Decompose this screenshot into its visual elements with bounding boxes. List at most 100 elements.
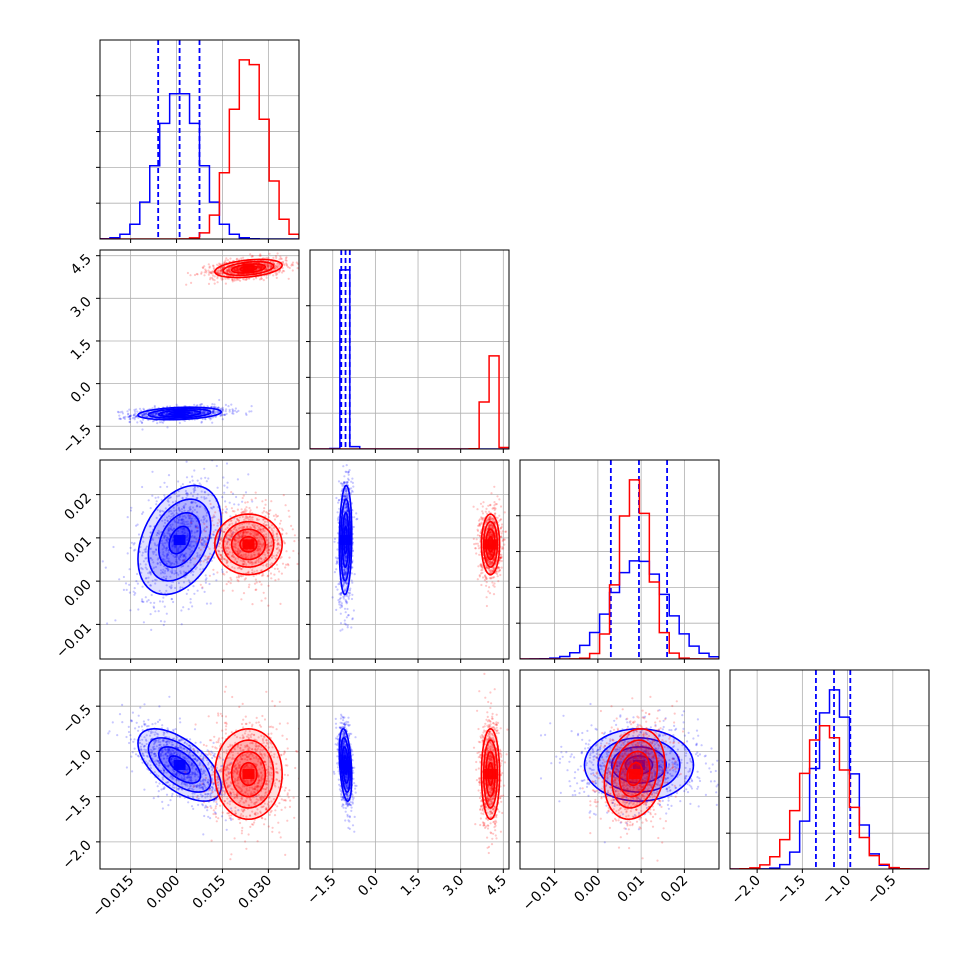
scatter-point [280,527,284,530]
scatter-point [189,522,192,526]
scatter-point [346,601,349,604]
scatter-point [265,511,268,514]
scatter-point [351,477,354,480]
scatter-point [281,269,285,272]
scatter-point [154,548,158,551]
scatter-point [345,482,349,485]
scatter-point [188,516,191,519]
scatter-point [184,516,187,519]
scatter-point [336,511,339,514]
scatter-point [238,526,241,529]
scatter-point [275,532,278,535]
scatter-point [233,539,236,542]
scatter-point [164,534,167,537]
scatter-point [141,554,144,557]
scatter-point [218,398,221,402]
scatter-point [275,276,278,279]
scatter-point [159,620,163,623]
scatter-point [162,571,165,574]
scatter-point [204,536,207,539]
scatter-point [336,561,339,564]
scatter-point [233,278,236,281]
scatter-point [185,492,188,495]
scatter-point [154,412,158,415]
scatter-point [184,552,187,555]
scatter-point [188,581,191,584]
scatter-point [343,506,346,509]
scatter-point [345,488,348,491]
scatter-point [275,554,278,557]
scatter-point [165,549,168,552]
scatter-point [219,272,222,275]
scatter-point [163,545,166,548]
scatter-point [230,519,233,522]
scatter-point [153,601,156,604]
scatter-point [337,501,340,504]
panel-1-0: −1.50.01.53.04.5 [59,249,300,457]
scatter-point [237,519,240,522]
scatter-point [212,406,215,409]
scatter-point [348,594,351,597]
scatter-point [199,548,202,551]
scatter-point [268,526,271,529]
scatter-point [224,510,227,513]
scatter-point [257,545,260,548]
scatter-point [191,494,195,498]
scatter-point [248,583,251,586]
scatter-point [229,543,232,546]
scatter-point [212,410,215,413]
scatter-point [229,257,232,260]
scatter-point [189,551,192,554]
scatter-point [220,269,223,272]
scatter-point [193,536,196,539]
scatter-point [344,515,347,519]
scatter-point [257,265,260,268]
scatter-point [141,485,144,489]
scatter-point [166,553,170,556]
scatter-point [242,511,245,514]
scatter-point [500,523,504,526]
scatter-point [166,412,169,415]
scatter-point [345,602,348,605]
scatter-point [169,533,172,536]
scatter-point [260,266,263,269]
scatter-point [490,523,493,527]
scatter-point [253,535,256,539]
scatter-point [236,567,239,570]
scatter-point [192,412,195,415]
y-tick-label: 1.5 [68,336,95,363]
scatter-point [201,586,204,589]
scatter-point [260,583,263,586]
scatter-point [194,524,197,527]
scatter-point [489,530,492,533]
scatter-point [174,544,177,547]
scatter-point [141,414,144,417]
scatter-point [166,553,169,556]
scatter-point [243,518,246,521]
scatter-point [235,517,239,520]
scatter-point [181,520,184,524]
scatter-point [210,533,213,536]
scatter-point [276,532,279,535]
scatter-point [179,570,182,573]
scatter-point [164,542,167,545]
scatter-point [165,589,168,592]
scatter-point [181,559,184,562]
scatter-point [257,548,260,551]
scatter-point [206,557,209,560]
scatter-point [195,505,199,508]
scatter-point [121,410,124,413]
scatter-point [343,569,346,572]
scatter-point [190,522,193,525]
scatter-point [344,589,347,592]
scatter-point [180,609,183,612]
scatter-point [253,553,257,556]
scatter-point [129,509,133,512]
scatter-point [168,509,171,512]
scatter-point [336,557,339,560]
panel-frame [99,249,300,450]
scatter-point [345,509,348,512]
scatter-point [184,555,187,558]
scatter-point [189,601,192,604]
scatter-point [274,513,277,516]
